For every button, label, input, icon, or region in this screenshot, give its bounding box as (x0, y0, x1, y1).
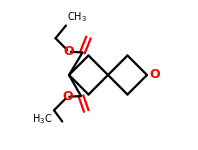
Text: O: O (62, 90, 73, 103)
Text: O: O (64, 45, 74, 58)
Text: O: O (150, 69, 160, 81)
Text: CH$_3$: CH$_3$ (67, 10, 87, 24)
Text: H$_3$C: H$_3$C (32, 112, 52, 126)
